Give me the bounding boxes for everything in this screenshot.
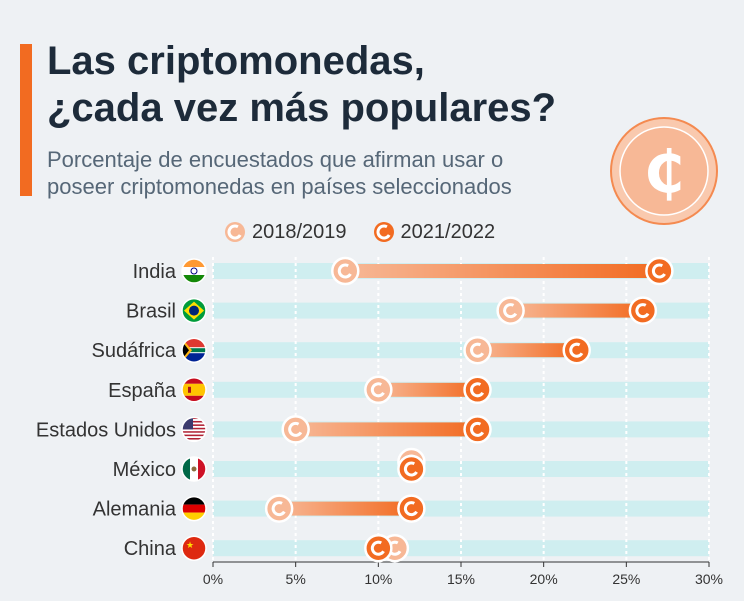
connector-sudafrica [477, 343, 577, 358]
point-2018-estados-unidos [281, 415, 310, 444]
category-label: Estados Unidos [36, 419, 176, 441]
title-line-2: ¿cada vez más populares? [47, 86, 557, 130]
legend-label-2021: 2021/2022 [400, 220, 496, 243]
point-2018-india [331, 256, 360, 286]
point-2021-estados-unidos [463, 415, 492, 444]
x-tick-label: 10% [364, 571, 392, 587]
chart-title: Las criptomonedas, ¿cada vez más popular… [47, 38, 647, 132]
dark-coin-icon [373, 222, 394, 242]
subtitle-line-2: poseer criptomonedas en países seleccion… [47, 174, 512, 199]
x-tick-label: 0% [203, 571, 223, 587]
point-2018-espana [364, 375, 393, 405]
south-africa-flag-icon [181, 337, 207, 363]
legend-item-2018: 2018/2019 [224, 221, 347, 244]
legend-label-2018: 2018/2019 [252, 220, 347, 243]
category-label: España [108, 380, 177, 402]
point-2021-espana [463, 375, 492, 405]
point-2018-sudafrica [463, 335, 492, 365]
point-2021-sudafrica [562, 335, 591, 365]
x-tick-label: 30% [695, 571, 723, 587]
category-label: India [133, 261, 177, 283]
connector-alemania [279, 501, 412, 516]
svg-text:₵: ₵ [644, 138, 684, 206]
chart-subtitle: Porcentaje de encuestados que afirman us… [47, 146, 607, 200]
usa-flag-icon [181, 416, 207, 443]
germany-flag-icon [181, 495, 207, 522]
category-label: China [124, 538, 177, 560]
category-label: Alemania [93, 499, 177, 521]
x-tick-label: 20% [530, 571, 558, 587]
point-2021-mexico [397, 454, 426, 484]
india-flag-icon [181, 258, 207, 284]
light-coin-icon [225, 222, 245, 242]
point-2021-india [645, 256, 674, 286]
category-label: México [113, 459, 176, 481]
x-tick-label: 5% [286, 571, 306, 587]
point-2018-alemania [264, 494, 294, 523]
mexico-flag-icon [181, 456, 207, 482]
category-label: Brasil [126, 301, 176, 323]
crypto-coin-icon: ₵ [610, 117, 718, 225]
x-tick-label: 15% [447, 571, 475, 587]
china-flag-icon: ★ [181, 535, 207, 561]
brazil-flag-icon [181, 297, 207, 324]
legend-item-2021: 2021/2022 [373, 220, 496, 244]
connector-brasil [510, 303, 643, 318]
track-china [213, 540, 709, 557]
connector-india [345, 264, 660, 278]
connector-espana [378, 382, 478, 397]
point-2018-brasil [496, 296, 525, 325]
connector-estados-unidos [295, 422, 478, 437]
category-label: Sudáfrica [92, 340, 177, 362]
point-2021-alemania [397, 494, 426, 523]
title-line-1: Las criptomonedas, [47, 39, 425, 83]
accent-bar [20, 44, 32, 196]
subtitle-line-1: Porcentaje de encuestados que afirman us… [47, 147, 504, 172]
legend: 2018/2019 2021/2022 [224, 219, 521, 245]
svg-text:★: ★ [186, 541, 194, 551]
spain-flag-icon [181, 377, 207, 403]
point-2021-china [364, 533, 393, 563]
point-2021-brasil [628, 296, 658, 325]
x-tick-label: 25% [612, 571, 640, 587]
